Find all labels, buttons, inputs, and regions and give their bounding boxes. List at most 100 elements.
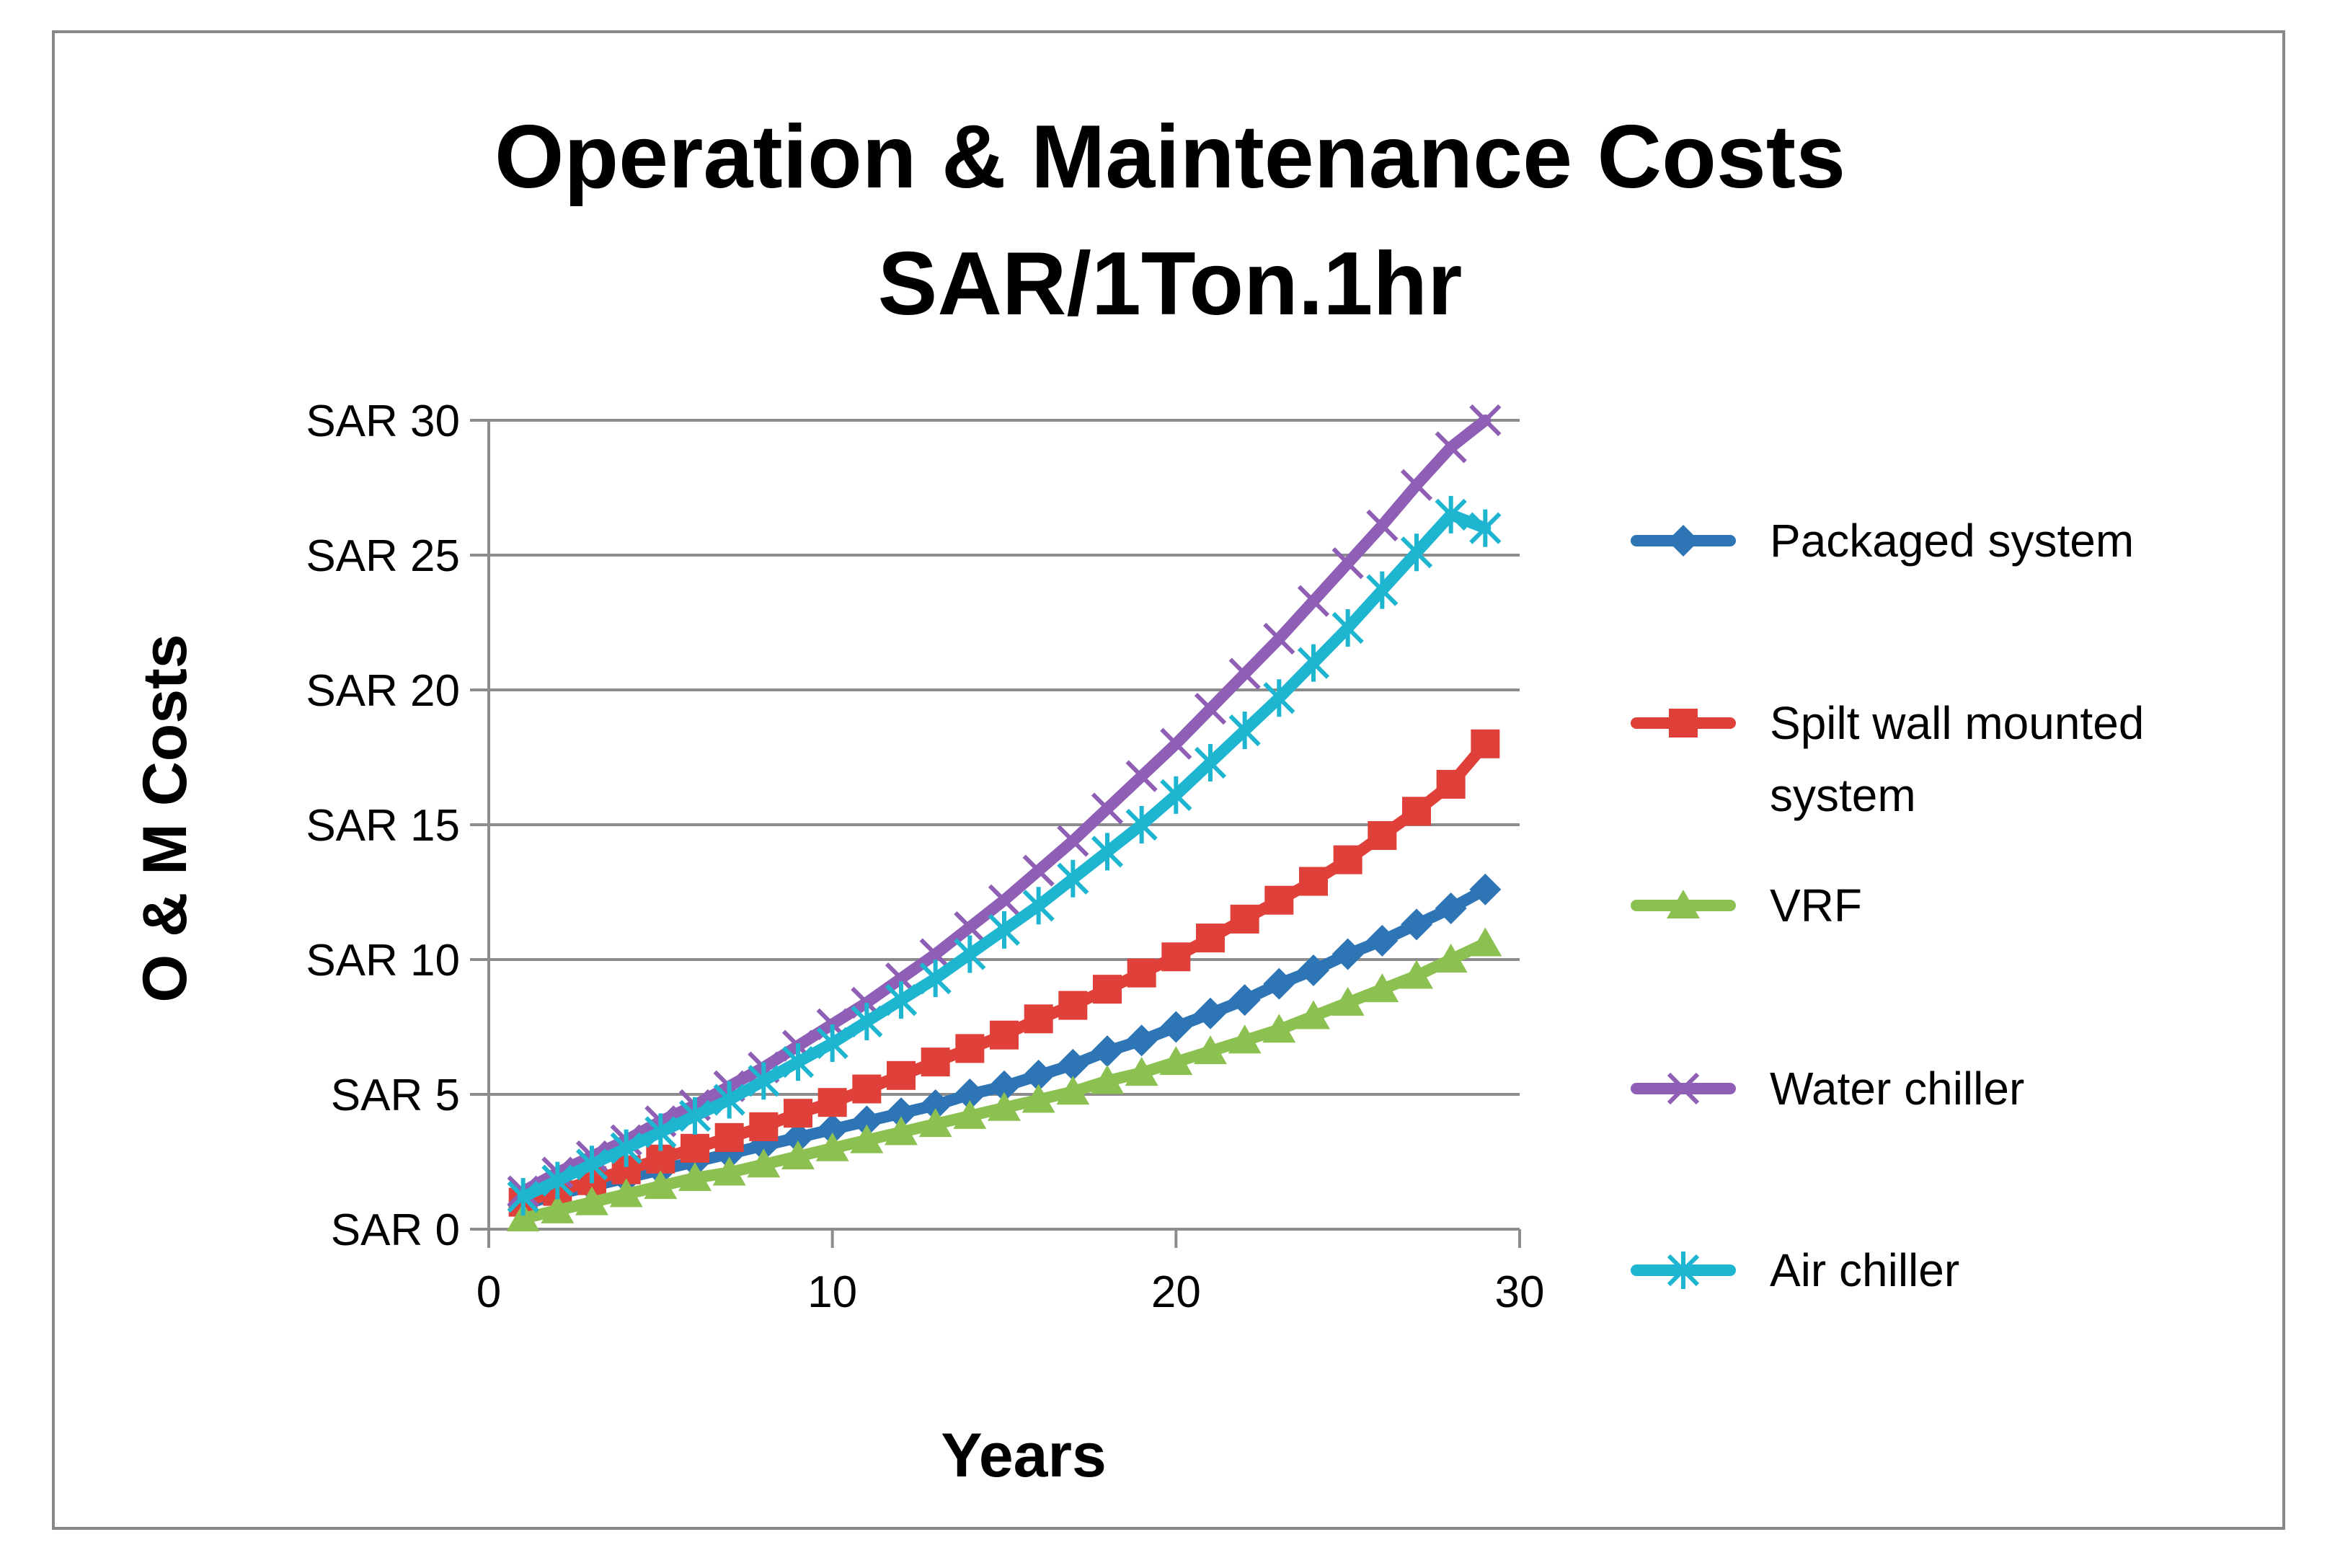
series-vrf <box>506 927 1502 1232</box>
data-point <box>1435 892 1467 924</box>
gridlines <box>489 419 1520 1096</box>
data-point <box>885 981 918 1019</box>
data-point <box>1331 986 1365 1016</box>
legend-marker <box>1667 1072 1700 1105</box>
data-point <box>781 1140 815 1170</box>
legend-label: Packaged system <box>1770 515 2134 567</box>
data-point <box>1471 729 1500 758</box>
data-point <box>1331 938 1364 970</box>
data-point <box>1196 923 1225 953</box>
data-point <box>953 1099 987 1129</box>
data-point <box>1263 967 1295 1000</box>
data-point <box>784 1099 812 1128</box>
series-air-chiller <box>507 495 1502 1216</box>
axes <box>470 419 1521 1248</box>
data-point <box>1125 760 1158 792</box>
data-point <box>678 1097 712 1135</box>
data-point <box>1091 1065 1124 1094</box>
data-point <box>681 1133 709 1163</box>
data-point <box>609 1178 643 1208</box>
data-point <box>1264 885 1294 915</box>
data-point <box>1436 769 1466 799</box>
data-point <box>1024 1004 1053 1034</box>
data-point <box>816 1113 848 1146</box>
data-point <box>815 1132 849 1161</box>
data-point <box>1366 571 1399 609</box>
data-point <box>1194 693 1227 725</box>
series-spilt-wall-mounted-system <box>508 729 1500 1217</box>
data-point <box>1160 776 1192 814</box>
x-tick-labels: 0 10 20 30 <box>477 1267 1545 1317</box>
data-point <box>1435 495 1467 533</box>
data-point <box>1331 608 1364 647</box>
data-point <box>1299 867 1328 896</box>
data-point <box>1469 873 1502 905</box>
data-point <box>644 1113 677 1151</box>
data-point <box>1022 1059 1055 1091</box>
legend-marker <box>1667 890 1700 918</box>
data-point <box>885 1116 918 1146</box>
data-point <box>1161 942 1191 972</box>
data-point <box>988 911 1021 949</box>
data-point <box>1195 997 1226 1029</box>
data-point <box>919 1089 952 1121</box>
data-point <box>506 1202 540 1232</box>
x-tick-label: 10 <box>807 1267 857 1317</box>
chart-title: Operation & Maintenance Costs SAR/1Ton.1… <box>0 94 2340 347</box>
data-point <box>1159 1046 1193 1076</box>
x-axis-title: Years <box>941 1421 1107 1490</box>
data-point <box>1125 1024 1158 1057</box>
data-point <box>885 1097 917 1130</box>
legend-entry: Packaged system <box>1631 515 2134 567</box>
data-point <box>1368 820 1397 850</box>
legend-label: VRF <box>1770 880 1862 931</box>
data-point <box>1125 1057 1158 1086</box>
data-point <box>1194 743 1227 781</box>
data-point <box>1297 585 1330 617</box>
y-tick-labels: SAR 0 SAR 5 SAR 10 SAR 15 SAR 20 SAR 25 SAR 30 <box>306 397 460 1255</box>
legend-marker <box>1667 525 1699 557</box>
data-point <box>1469 404 1502 437</box>
data-point <box>507 1178 539 1216</box>
x-tick-label: 20 <box>1151 1267 1201 1317</box>
data-point <box>990 1020 1019 1050</box>
data-point <box>1091 1035 1123 1068</box>
y-tick-label: SAR 5 <box>331 1071 460 1120</box>
data-point <box>1160 727 1192 760</box>
data-point <box>1298 954 1329 986</box>
data-point <box>1400 533 1433 572</box>
chart-frame <box>52 30 2285 1530</box>
data-point <box>1333 845 1362 874</box>
x-tick-label: 30 <box>1495 1267 1545 1317</box>
data-point <box>954 935 986 973</box>
data-point <box>1021 1084 1055 1113</box>
data-point <box>1366 924 1399 957</box>
data-point <box>988 1091 1021 1121</box>
legend-entry: VRF <box>1631 880 1862 931</box>
y-axis-title: O & M Costs <box>130 634 200 1002</box>
data-point <box>1434 944 1468 973</box>
data-point <box>541 1161 574 1200</box>
data-point <box>644 1170 678 1200</box>
chart-title-line-2: SAR/1Ton.1hr <box>877 234 1463 334</box>
data-point <box>1468 927 1502 957</box>
data-point <box>1262 1014 1296 1043</box>
data-point <box>1400 469 1433 501</box>
data-point <box>1366 509 1399 541</box>
data-point <box>1263 679 1295 717</box>
data-point <box>714 1122 744 1152</box>
legend-entry: Water chiller <box>1631 1063 2024 1115</box>
data-point <box>1058 991 1088 1020</box>
data-point <box>988 884 1021 916</box>
data-point <box>918 1108 952 1138</box>
data-point <box>850 1124 884 1153</box>
data-point <box>781 1043 815 1081</box>
data-point <box>782 1121 814 1153</box>
data-point <box>1401 908 1432 941</box>
data-point <box>1093 975 1122 1004</box>
y-tick-label: SAR 15 <box>306 801 460 851</box>
legend-marker <box>1667 1252 1700 1289</box>
data-point <box>1022 887 1055 925</box>
legend-label: system <box>1770 769 1916 821</box>
data-point <box>1230 904 1259 934</box>
